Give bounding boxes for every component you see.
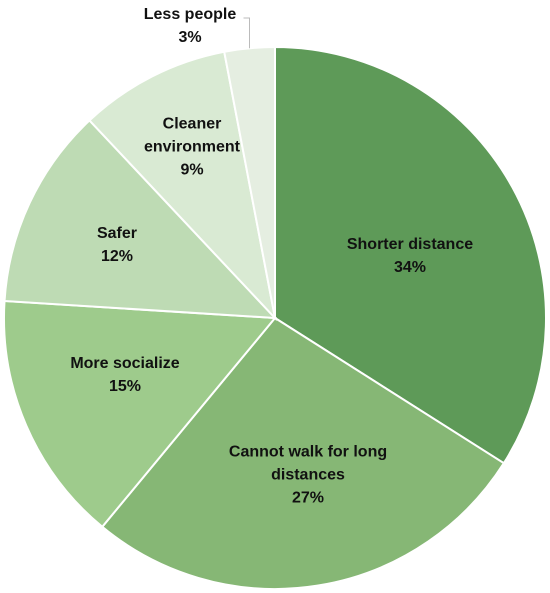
value-label: 3% bbox=[178, 29, 202, 46]
slice-label: More socialize 15% bbox=[45, 352, 205, 398]
value-label: 12% bbox=[100, 248, 134, 265]
pie-slice bbox=[3, 299, 278, 529]
value-label: 15% bbox=[108, 378, 142, 395]
value-label: 9% bbox=[180, 161, 204, 179]
value-label: 27% bbox=[291, 489, 325, 507]
category-label: Cannot walk for long distances bbox=[228, 443, 388, 484]
slice-label: Safer 12% bbox=[77, 222, 157, 268]
pie-slice bbox=[223, 45, 276, 319]
pie-slice bbox=[88, 50, 277, 322]
slice-label: Cleaner environment 9% bbox=[137, 113, 247, 182]
category-label: More socialize bbox=[70, 355, 180, 372]
pie-slice bbox=[100, 316, 506, 590]
category-label: Safer bbox=[96, 225, 138, 242]
value-label: 34% bbox=[393, 259, 427, 276]
category-label: Shorter distance bbox=[346, 236, 474, 253]
leader-line bbox=[243, 17, 250, 49]
pie-slice bbox=[274, 45, 547, 465]
category-label: Cleaner environment bbox=[143, 115, 240, 156]
slice-label: Cannot walk for long distances 27% bbox=[218, 441, 398, 510]
slice-label: Less people 3% bbox=[130, 3, 250, 49]
pie-slice bbox=[3, 119, 278, 320]
slice-label: Shorter distance 34% bbox=[310, 233, 510, 279]
category-label: Less people bbox=[143, 6, 237, 23]
